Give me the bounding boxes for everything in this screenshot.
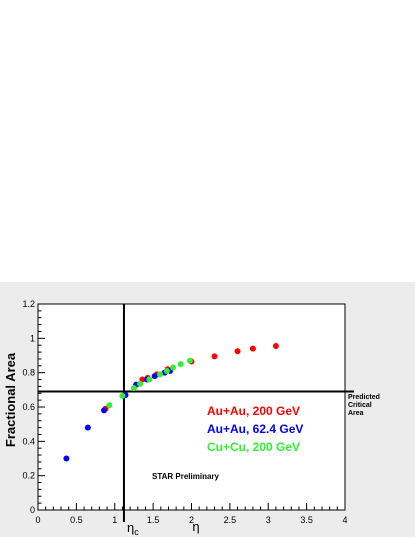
y-tick-label: 0 [30,505,35,515]
x-tick-label: 0.5 [70,515,83,525]
data-point-series-2 [106,402,113,409]
data-point-series-2 [146,376,153,383]
y-tick-label: 1.2 [22,299,35,309]
legend-entry-au-au-62: Au+Au, 62.4 GeV [207,422,303,436]
x-tick-label: 1.5 [147,515,160,525]
data-point-series-2 [163,367,170,374]
data-point-series-1 [101,407,108,414]
predicted-label-line-1: Predicted [348,394,380,401]
x-tick-label: 3.5 [300,515,313,525]
eta-c-subscript: c [134,527,139,537]
data-point-series-0 [249,345,256,352]
data-point-series-2 [170,364,177,371]
data-point-series-0 [272,343,279,350]
x-tick-label: 2.5 [224,515,237,525]
y-tick-label: 0.8 [22,368,35,378]
x-tick-label: 1 [112,515,117,525]
data-point-series-1 [84,424,91,431]
x-tick-label: 2 [189,515,194,525]
plot-frame [37,303,346,511]
data-point-series-2 [186,357,193,364]
data-point-series-0 [234,348,241,355]
x-tick-label: 4 [342,515,347,525]
data-point-series-0 [211,353,218,360]
data-point-series-2 [137,380,144,387]
x-tick-label: 0 [35,515,40,525]
y-tick-label: 0.6 [22,402,35,412]
eta-c-label: ηc [127,520,139,537]
predicted-critical-area-label: Predicted Critical Area [348,394,382,417]
x-axis-label: η [192,519,199,534]
predicted-label-line-3: Area [348,410,364,417]
star-preliminary-label: STAR Preliminary [152,472,220,481]
data-point-series-2 [130,385,137,392]
y-tick-label: 0.4 [22,436,35,446]
data-point-series-1 [63,455,70,462]
y-tick-label: 0.2 [22,471,35,481]
y-axis-label: Fractional Area [3,352,18,447]
legend-entry-cu-cu-200: Cu+Cu, 200 GeV [207,440,300,454]
data-point-series-2 [119,392,126,399]
legend-entry-au-au-200: Au+Au, 200 GeV [207,404,300,418]
x-tick-label: 3 [266,515,271,525]
eta-c-symbol: η [127,520,134,535]
data-point-series-2 [157,371,164,378]
predicted-label-line-2: Critical [348,402,372,409]
data-point-series-2 [177,361,184,368]
data-point-series-1 [151,373,158,380]
y-tick-label: 1 [30,333,35,343]
